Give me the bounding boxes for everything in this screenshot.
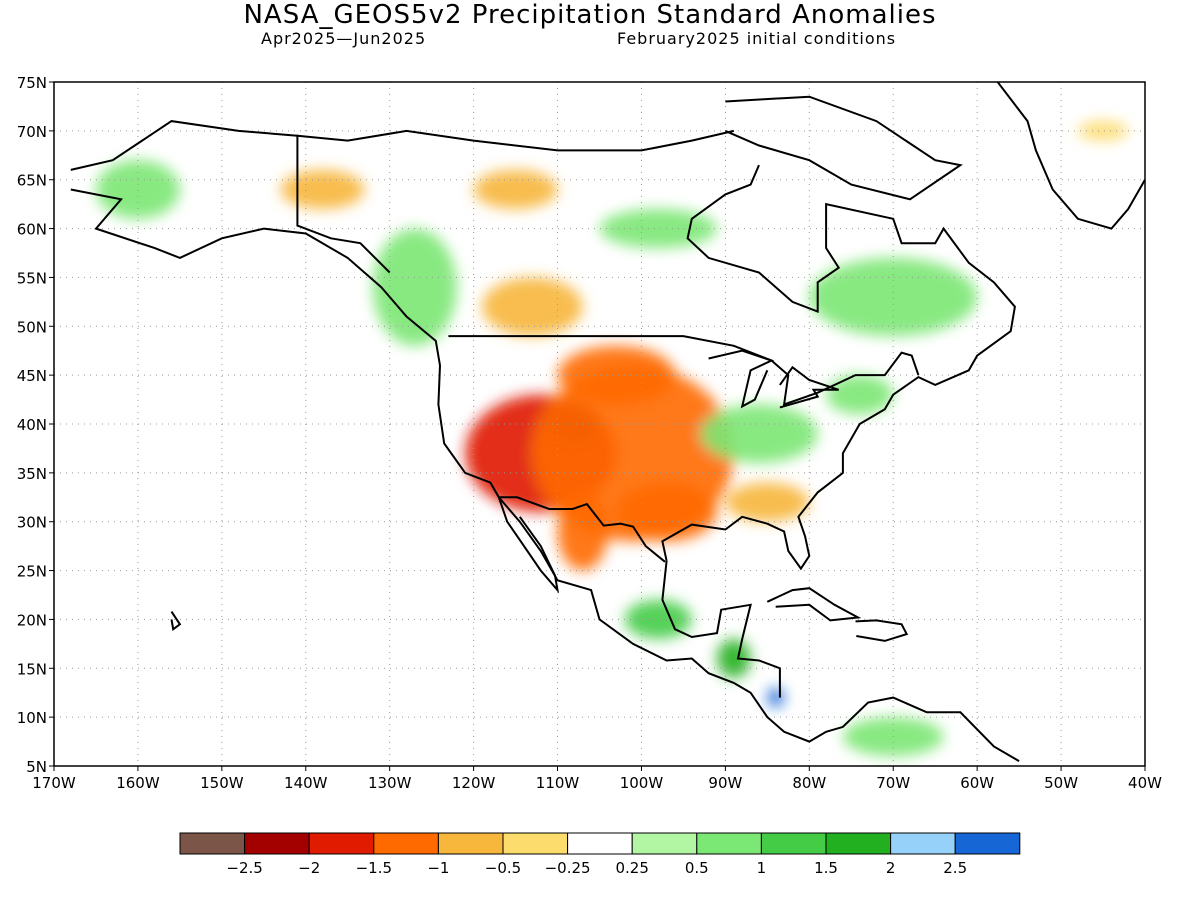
lat-label: 50N	[17, 318, 47, 336]
coastline-segment	[70, 120, 735, 171]
lon-label: 110W	[536, 774, 580, 792]
lon-label: 140W	[284, 774, 328, 792]
legend-swatch	[373, 832, 439, 855]
coastlines	[70, 82, 1145, 762]
color-legend: −2.5 −2 −1.5 −1 −0.5 −0.25 0.25 0.5 1 1.5 2 2.5	[179, 832, 1021, 877]
anomaly-region-ohio-valley	[700, 404, 818, 464]
lat-labels: 75N 70N 65N 60N 55N 50N 45N 40N 35N 30N 25N 20N 15N 1…	[17, 74, 47, 776]
coastline-segment	[498, 496, 666, 563]
legend-swatch	[760, 832, 827, 855]
anomaly-region-nwt-dry	[473, 169, 558, 210]
legend-swatch	[244, 832, 310, 855]
lat-label: 70N	[17, 123, 47, 141]
lon-label: 100W	[620, 774, 664, 792]
anomaly-region-pacific-northwest-coast	[372, 228, 457, 346]
lat-label: 30N	[17, 514, 47, 532]
lon-label: 40W	[1128, 774, 1162, 792]
coastline-segment	[448, 335, 920, 406]
legend-swatch	[954, 832, 1021, 855]
legend-swatch	[567, 832, 633, 855]
anomaly-region-mexico-west-dry	[557, 492, 608, 571]
legend-label: −1	[427, 859, 449, 877]
coastline-segment	[779, 365, 840, 409]
legend-label: 1	[757, 859, 767, 877]
coastline-segment	[497, 496, 560, 594]
coastline-segment	[296, 134, 391, 274]
coastline-segment	[855, 619, 909, 642]
map-title: NASA_GEOS5v2 Precipitation Standard Anom…	[243, 0, 937, 30]
legend-swatch	[696, 832, 762, 855]
lon-labels: 170W 160W 150W 140W 130W 120W 110W 100W 90W 80W 70…	[32, 774, 1162, 792]
legend-label: −2	[298, 859, 320, 877]
anomaly-region-prairies-dry	[482, 277, 583, 337]
initial-conditions: February2025 initial conditions	[617, 29, 897, 48]
anomaly-region-hudson-west	[599, 209, 717, 249]
lat-label: 25N	[17, 563, 47, 581]
legend-label: 0.5	[685, 859, 709, 877]
lon-label: 130W	[368, 774, 412, 792]
anomaly-region-northern-plains	[557, 345, 676, 405]
legend-label: −1.5	[356, 859, 392, 877]
lon-label: 50W	[1044, 774, 1078, 792]
coastline-segment	[661, 164, 1016, 571]
plot-frame	[53, 81, 1146, 767]
lat-label: 5N	[26, 758, 47, 776]
lat-label: 55N	[17, 269, 47, 287]
coastline-segment	[170, 611, 182, 631]
anomaly-region-quebec-labrador	[809, 257, 978, 337]
lon-label: 160W	[116, 774, 160, 792]
legend-label: −0.25	[545, 859, 591, 877]
lat-label: 35N	[17, 465, 47, 483]
lon-label: 60W	[960, 774, 994, 792]
legend-label: 1.5	[814, 859, 838, 877]
anomaly-fields	[95, 121, 1129, 757]
lat-label: 40N	[17, 416, 47, 434]
forecast-period: Apr2025—Jun2025	[261, 29, 427, 48]
lon-label: 90W	[708, 774, 742, 792]
legend-label: 2	[886, 859, 896, 877]
coastline-segment	[996, 82, 1145, 230]
lat-label: 75N	[17, 74, 47, 92]
lon-label: 170W	[32, 774, 76, 792]
coastline-segment	[708, 349, 775, 409]
legend-label: 2.5	[943, 859, 967, 877]
anomaly-region-alaska-west	[95, 160, 180, 219]
anomaly-region-yukon-dry	[280, 169, 365, 210]
lat-label: 65N	[17, 172, 47, 190]
anomaly-region-southeast-us	[725, 482, 810, 522]
coastline-segment	[661, 560, 781, 698]
lat-label: 10N	[17, 709, 47, 727]
lat-label: 45N	[17, 367, 47, 385]
legend-swatch	[890, 832, 956, 855]
lat-label: 60N	[17, 221, 47, 239]
lon-label: 120W	[452, 774, 496, 792]
anomaly-region-northeast-us	[826, 375, 894, 415]
lon-label: 150W	[200, 774, 244, 792]
lon-label: 70W	[876, 774, 910, 792]
anomaly-region-greenland-east	[1077, 121, 1129, 141]
coastline-segment	[725, 95, 963, 201]
legend-swatch	[502, 832, 569, 855]
legend-swatch	[308, 832, 375, 855]
legend-label: −2.5	[226, 859, 262, 877]
lat-label: 15N	[17, 660, 47, 678]
legend-swatch	[631, 832, 698, 855]
legend-swatch	[437, 832, 504, 855]
lat-label: 20N	[17, 611, 47, 629]
legend-swatch	[179, 832, 246, 855]
legend-label: −0.5	[485, 859, 521, 877]
anomaly-region-central-america	[716, 638, 751, 679]
legend-label: 0.25	[615, 859, 648, 877]
anomaly-region-central-america-wet	[767, 687, 785, 708]
legend-swatch	[825, 832, 892, 855]
lon-label: 80W	[792, 774, 826, 792]
anomaly-region-texas-gulf	[616, 482, 717, 542]
coastline-segment	[766, 587, 862, 622]
